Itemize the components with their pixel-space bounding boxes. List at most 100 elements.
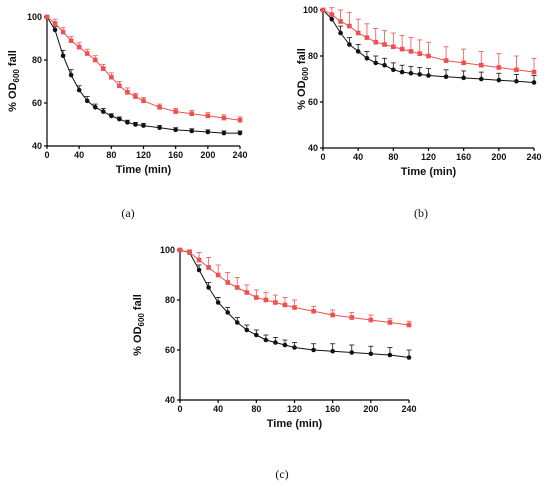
- data-point: [391, 67, 396, 73]
- x-axis-title: Time (min): [116, 164, 172, 176]
- y-tick-label: 60: [308, 97, 318, 107]
- x-axis-title: Time (min): [267, 418, 323, 430]
- data-point: [426, 53, 431, 59]
- data-point: [349, 315, 355, 320]
- data-point: [282, 342, 288, 348]
- data-point: [311, 347, 316, 353]
- data-point: [254, 332, 259, 338]
- data-point: [68, 72, 74, 78]
- data-point: [263, 297, 269, 303]
- data-point: [496, 77, 502, 83]
- data-point: [531, 69, 537, 75]
- data-point: [426, 73, 431, 78]
- data-point: [117, 116, 122, 122]
- data-point: [320, 7, 326, 13]
- series-line: [179, 249, 410, 326]
- data-point: [382, 62, 387, 68]
- data-point: [347, 23, 352, 29]
- data-point: [514, 79, 519, 84]
- x-tick-label: 40: [213, 404, 223, 414]
- data-point: [68, 38, 74, 43]
- data-point: [52, 21, 58, 26]
- data-point: [157, 125, 162, 131]
- data-point: [225, 310, 231, 315]
- series-black: [177, 247, 412, 360]
- y-axis-title: % OD600 fall: [7, 50, 21, 112]
- data-point: [338, 19, 343, 24]
- y-tick-label: 40: [165, 395, 175, 405]
- x-tick-label: 80: [388, 152, 398, 162]
- series-red: [44, 14, 243, 123]
- x-tick-label: 0: [177, 404, 182, 414]
- series-line: [46, 16, 240, 134]
- x-tick-label: 240: [232, 150, 247, 160]
- data-point: [133, 94, 138, 99]
- x-tick-label: 0: [44, 150, 49, 160]
- data-point: [364, 56, 370, 61]
- data-point: [205, 113, 211, 119]
- data-point: [273, 300, 278, 305]
- x-axis-title: Time (min): [401, 166, 457, 178]
- data-point: [382, 42, 387, 47]
- data-point: [76, 87, 82, 93]
- data-point: [206, 285, 211, 290]
- data-point: [399, 69, 405, 75]
- data-point: [84, 51, 90, 56]
- data-point: [273, 340, 278, 345]
- data-point: [237, 117, 243, 123]
- data-point: [173, 127, 178, 133]
- data-point: [292, 305, 297, 310]
- data-point: [187, 250, 192, 255]
- y-tick-label: 60: [32, 98, 42, 108]
- data-point: [196, 267, 202, 273]
- data-point: [237, 130, 243, 136]
- data-point: [406, 355, 412, 360]
- data-point: [417, 51, 423, 56]
- data-point: [125, 89, 130, 95]
- y-tick-label: 100: [303, 5, 318, 15]
- data-point: [330, 348, 335, 354]
- data-point: [221, 130, 227, 136]
- data-point: [496, 65, 502, 70]
- data-point: [60, 53, 66, 58]
- data-point: [443, 74, 449, 79]
- data-point: [215, 272, 221, 278]
- data-point: [368, 351, 374, 357]
- data-point: [399, 46, 405, 52]
- y-tick-label: 100: [160, 245, 175, 255]
- data-point: [461, 75, 466, 81]
- data-point: [189, 128, 195, 134]
- data-point: [84, 98, 90, 104]
- series-black: [44, 14, 243, 136]
- x-tick-label: 160: [325, 404, 340, 414]
- x-tick-label: 120: [136, 150, 151, 160]
- y-tick-label: 80: [32, 55, 42, 65]
- y-tick-label: 60: [165, 345, 175, 355]
- data-point: [117, 83, 122, 89]
- data-point: [141, 123, 146, 128]
- x-tick-label: 200: [363, 404, 378, 414]
- data-point: [205, 129, 211, 135]
- data-point: [234, 320, 240, 325]
- x-tick-label: 160: [456, 152, 471, 162]
- data-point: [461, 60, 466, 66]
- y-tick-label: 100: [27, 12, 42, 22]
- data-point: [387, 352, 393, 358]
- data-point: [44, 14, 50, 20]
- data-point: [109, 74, 114, 80]
- data-point: [329, 16, 335, 22]
- panel-label: (b): [414, 206, 428, 220]
- x-tick-label: 120: [287, 404, 302, 414]
- data-point: [125, 120, 130, 125]
- x-tick-label: 240: [401, 404, 416, 414]
- y-tick-label: 40: [308, 143, 318, 153]
- data-point: [215, 300, 221, 305]
- data-point: [355, 30, 361, 36]
- x-tick-label: 160: [168, 150, 183, 160]
- data-point: [206, 265, 211, 270]
- y-tick-label: 80: [165, 295, 175, 305]
- data-point: [406, 322, 412, 328]
